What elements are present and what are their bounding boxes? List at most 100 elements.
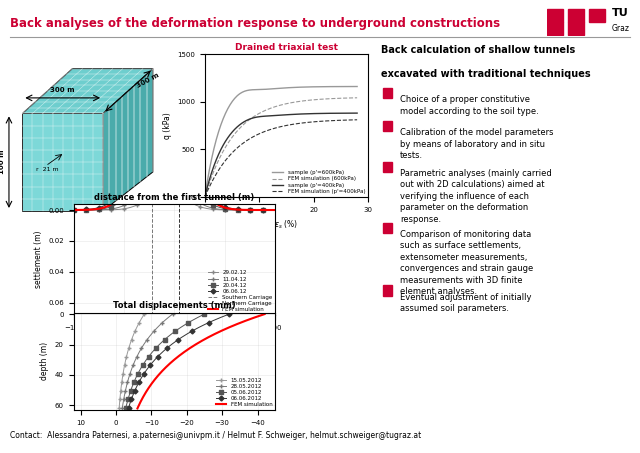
FEM simulation — [197, 182, 205, 187]
28.05.2012 — [164, 315, 172, 321]
FEM simulation (p'=400kPa) — [229, 149, 237, 154]
20.04.12 — [217, 205, 225, 210]
06.06.12 — [216, 202, 223, 207]
06.06.2012 — [211, 317, 219, 323]
Line: FEM simulation: FEM simulation — [74, 110, 275, 210]
Y-axis label: q (kPa): q (kPa) — [163, 112, 172, 139]
29.02.12 — [163, 189, 170, 194]
Legend: 15.05.2012, 28.05.2012, 05.06.2012, 06.06.2012, FEM simulation: 15.05.2012, 28.05.2012, 05.06.2012, 06.0… — [216, 378, 273, 407]
05.06.2012 — [200, 311, 208, 317]
06.06.2012 — [216, 315, 223, 321]
29.02.12 — [197, 204, 205, 210]
Line: 20.04.12: 20.04.12 — [72, 149, 277, 212]
sample (p'=600kPa) — [207, 159, 215, 165]
sample (p'=400kPa) — [207, 172, 215, 178]
sample (p'=600kPa) — [241, 88, 249, 94]
FEM simulation — [136, 154, 143, 160]
20.04.12 — [94, 207, 102, 212]
Line: 06.06.12: 06.06.12 — [72, 124, 277, 212]
FEM simulation — [70, 207, 77, 213]
sample (p'=600kPa) — [353, 84, 361, 89]
06.06.2012 — [127, 398, 135, 403]
sample (p'=600kPa) — [340, 84, 348, 89]
sample (p'=400kPa) — [353, 111, 361, 116]
11.04.12 — [150, 178, 157, 183]
06.06.12 — [70, 207, 77, 212]
20.04.12 — [150, 155, 157, 161]
FEM simulation (600kPa) — [229, 133, 237, 139]
Text: Parametric analyses (mainly carried
out with 2D calculations) aimed at
verifying: Parametric analyses (mainly carried out … — [400, 169, 552, 224]
Title: Total displacements (mm): Total displacements (mm) — [113, 301, 236, 310]
Y-axis label: settlement (m): settlement (m) — [33, 231, 43, 288]
FEM simulation (p'=400kPa) — [207, 181, 215, 187]
06.06.12 — [197, 182, 205, 188]
15.05.2012 — [115, 406, 123, 411]
FEM simulation (600kPa) — [340, 96, 348, 101]
Text: 300 m: 300 m — [136, 72, 160, 89]
FEM simulation — [216, 329, 223, 334]
FEM simulation (p'=400kPa) — [241, 139, 249, 144]
Line: 06.06.2012: 06.06.2012 — [127, 313, 231, 410]
Line: 05.06.2012: 05.06.2012 — [124, 313, 206, 410]
Title: Drained triaxial test: Drained triaxial test — [235, 43, 338, 52]
sample (p'=400kPa) — [229, 128, 237, 134]
11.04.12 — [271, 207, 279, 213]
Text: Calibration of the model parameters
by means of laboratory and in situ
tests.: Calibration of the model parameters by m… — [400, 128, 553, 160]
Text: TU: TU — [612, 8, 629, 18]
Polygon shape — [22, 69, 153, 114]
29.02.12 — [70, 207, 77, 213]
FEM simulation (600kPa) — [201, 194, 209, 200]
Bar — [383, 162, 392, 172]
15.05.2012 — [141, 311, 148, 317]
28.05.2012 — [120, 398, 127, 403]
Title: distance from the first tunnel (m): distance from the first tunnel (m) — [94, 193, 255, 202]
20.04.12 — [216, 205, 223, 210]
05.06.2012 — [189, 317, 197, 323]
06.06.12 — [271, 207, 279, 213]
sample (p'=400kPa) — [241, 118, 249, 124]
Text: Back calculation of shallow tunnels: Back calculation of shallow tunnels — [381, 45, 575, 55]
Line: 28.05.2012: 28.05.2012 — [120, 313, 174, 410]
05.06.2012 — [124, 398, 132, 403]
29.02.12 — [216, 207, 223, 212]
06.06.2012 — [175, 337, 182, 342]
05.06.2012 — [161, 337, 169, 342]
Text: 100 m: 100 m — [0, 150, 5, 174]
28.05.2012 — [162, 317, 170, 323]
Bar — [547, 9, 563, 22]
20.04.12 — [136, 176, 143, 182]
20.04.12 — [271, 207, 279, 213]
15.05.2012 — [131, 329, 139, 334]
05.06.2012 — [193, 315, 201, 321]
Text: Graz: Graz — [612, 24, 630, 33]
11.04.12 — [217, 207, 225, 212]
Text: excavated with traditional techniques: excavated with traditional techniques — [381, 69, 591, 79]
28.05.2012 — [150, 329, 157, 334]
11.04.12 — [161, 173, 168, 179]
FEM simulation (p'=400kPa) — [346, 117, 353, 123]
11.04.12 — [94, 207, 102, 212]
Bar — [383, 222, 392, 233]
Line: 15.05.2012: 15.05.2012 — [117, 313, 146, 410]
FEM simulation (600kPa) — [346, 95, 353, 101]
06.06.12 — [94, 205, 102, 211]
Bar — [589, 9, 605, 22]
sample (p'=600kPa) — [201, 194, 209, 200]
FEM simulation (600kPa) — [207, 176, 215, 181]
sample (p'=400kPa) — [210, 163, 218, 169]
Line: FEM simulation (p'=400kPa): FEM simulation (p'=400kPa) — [205, 120, 357, 197]
20.04.12 — [197, 193, 205, 198]
sample (p'=600kPa) — [346, 84, 353, 89]
29.02.12 — [94, 207, 102, 213]
11.04.12 — [70, 207, 77, 213]
06.06.12 — [160, 122, 168, 128]
Bar — [383, 285, 392, 296]
06.06.12 — [150, 129, 157, 135]
Bar — [383, 88, 392, 98]
05.06.2012 — [171, 329, 179, 334]
sample (p'=600kPa) — [210, 146, 218, 151]
FEM simulation — [150, 119, 157, 124]
06.06.12 — [136, 155, 143, 161]
20.04.12 — [161, 149, 168, 154]
20.04.12 — [70, 207, 77, 213]
